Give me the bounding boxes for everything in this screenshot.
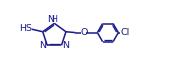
Text: N: N	[47, 15, 54, 24]
Text: H: H	[51, 15, 57, 24]
Text: N: N	[40, 41, 46, 49]
Text: Cl: Cl	[121, 28, 130, 37]
Text: N: N	[62, 41, 69, 49]
Text: HS: HS	[19, 24, 32, 33]
Text: O: O	[80, 28, 88, 37]
